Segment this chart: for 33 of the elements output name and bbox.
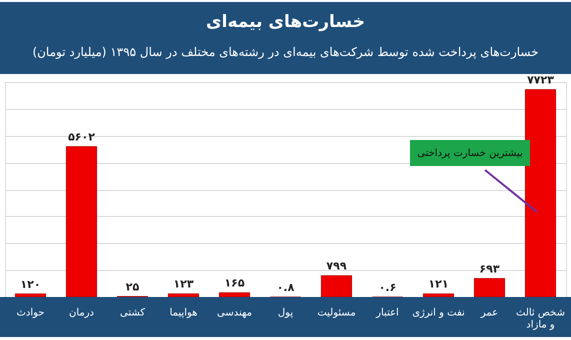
x-tick-label: عمر bbox=[480, 308, 498, 318]
data-label: ۱۶۵ bbox=[224, 276, 245, 290]
data-label: ۲۵ bbox=[126, 280, 140, 294]
bar bbox=[14, 294, 46, 298]
x-tick-label: هواپیما bbox=[170, 308, 198, 318]
chart-title: خسارت‌های بیمه‌ای bbox=[206, 12, 365, 32]
annotation: بیشترین خسارت پرداختی bbox=[417, 148, 523, 159]
data-label: ۷۹۹ bbox=[326, 260, 347, 273]
bar bbox=[218, 292, 250, 298]
bar bbox=[422, 294, 454, 298]
data-label: ۰.۶ bbox=[378, 280, 396, 294]
x-tick-label: حوادث bbox=[16, 308, 44, 318]
data-label: ۱۲۰ bbox=[20, 278, 41, 291]
x-tick-label: اعتبار bbox=[375, 308, 399, 318]
bar bbox=[474, 278, 506, 298]
x-tick-label: درمان bbox=[68, 308, 94, 318]
data-label: ۱۲۱ bbox=[428, 278, 449, 291]
data-label: ۰.۸ bbox=[276, 280, 295, 294]
data-label: ۵۶۰۲ bbox=[68, 130, 96, 144]
bar bbox=[168, 293, 200, 298]
x-tick-label: نفت و انرژی bbox=[412, 308, 465, 318]
data-label: ۶۹۳ bbox=[479, 262, 500, 276]
bar bbox=[320, 275, 352, 298]
bar bbox=[66, 146, 98, 298]
x-tick-label: مهندسی bbox=[217, 308, 252, 318]
x-tick-label: پول bbox=[278, 308, 294, 318]
x-tick-label: کشتی bbox=[120, 308, 146, 318]
chart-subtitle: خسارت‌های پرداخت شده توسط شرکت‌های بیمه‌ای در رشته‌های مختلف در سال ۱۳۹۵ (میلیارد تومان) bbox=[32, 45, 539, 59]
x-tick-label: شخص ثالث و مازاد bbox=[516, 308, 565, 330]
data-label: ۱۲۳ bbox=[173, 278, 194, 291]
data-label: ۷۷۲۳ bbox=[527, 73, 554, 86]
x-tick-label: مسئولیت bbox=[317, 308, 356, 318]
bar bbox=[524, 89, 556, 298]
